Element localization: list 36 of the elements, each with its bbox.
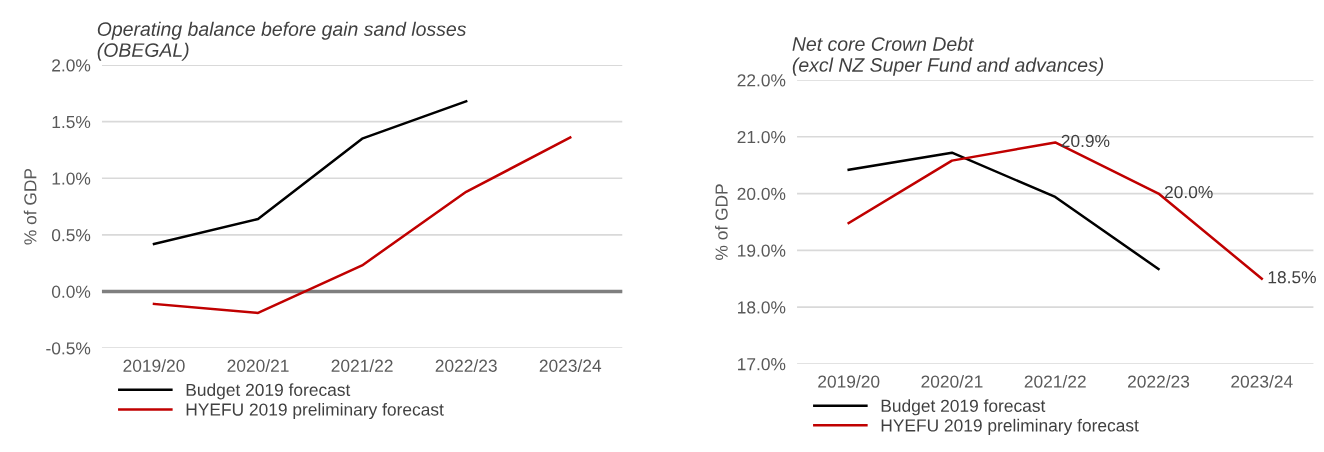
y-tick-label: 17.0% [738,358,786,371]
data-label: 20.0% [1164,185,1213,199]
x-tick-label: 2023/24 [539,359,602,372]
y-tick-label: 19.0% [738,244,786,257]
data-label: 18.5% [1268,271,1316,284]
x-tick-label: 2023/24 [1231,374,1293,388]
data-label: 20.9% [1061,134,1110,148]
y-tick-label: 1.5% [52,115,91,129]
legend-label: HYEFU 2019 preliminary forecast [186,402,444,420]
x-tick-label: 2021/22 [331,359,393,372]
chart-title: Operating balance before gain sand losses (OBEGAL) [97,21,467,61]
y-tick-label: 21.0% [737,130,786,144]
legend-label: Budget 2019 forecast [186,383,351,400]
legend-label: Budget 2019 forecast [881,399,1046,416]
y-tick-label: 1.0% [52,172,91,185]
y-axis-title: % of GDP [23,168,37,245]
y-tick-label: 0.5% [51,229,91,242]
y-tick-label: -0.5% [46,342,91,355]
line-series [847,151,1160,271]
x-tick-label: 2020/21 [227,359,289,372]
y-tick-label: 20.0% [737,187,786,201]
chart-title: Net core Crown Debt (excl NZ Super Fund and advances) [792,36,1104,76]
legend-label: HYEFU 2019 preliminary forecast [881,418,1139,436]
x-tick-label: 2019/20 [818,374,880,388]
y-tick-label: 18.0% [738,301,786,314]
x-tick-label: 2020/21 [921,374,983,388]
line-series [152,136,572,315]
x-tick-label: 2019/20 [123,359,185,372]
x-tick-label: 2021/22 [1024,374,1086,388]
line-series [152,100,468,246]
y-axis-title: % of GDP [714,184,728,260]
y-tick-label: 22.0% [737,74,786,87]
y-tick-label: 2.0% [52,59,91,72]
x-tick-label: 2022/23 [435,359,497,372]
x-tick-label: 2022/23 [1128,374,1190,388]
y-tick-label: 0.0% [51,285,91,298]
